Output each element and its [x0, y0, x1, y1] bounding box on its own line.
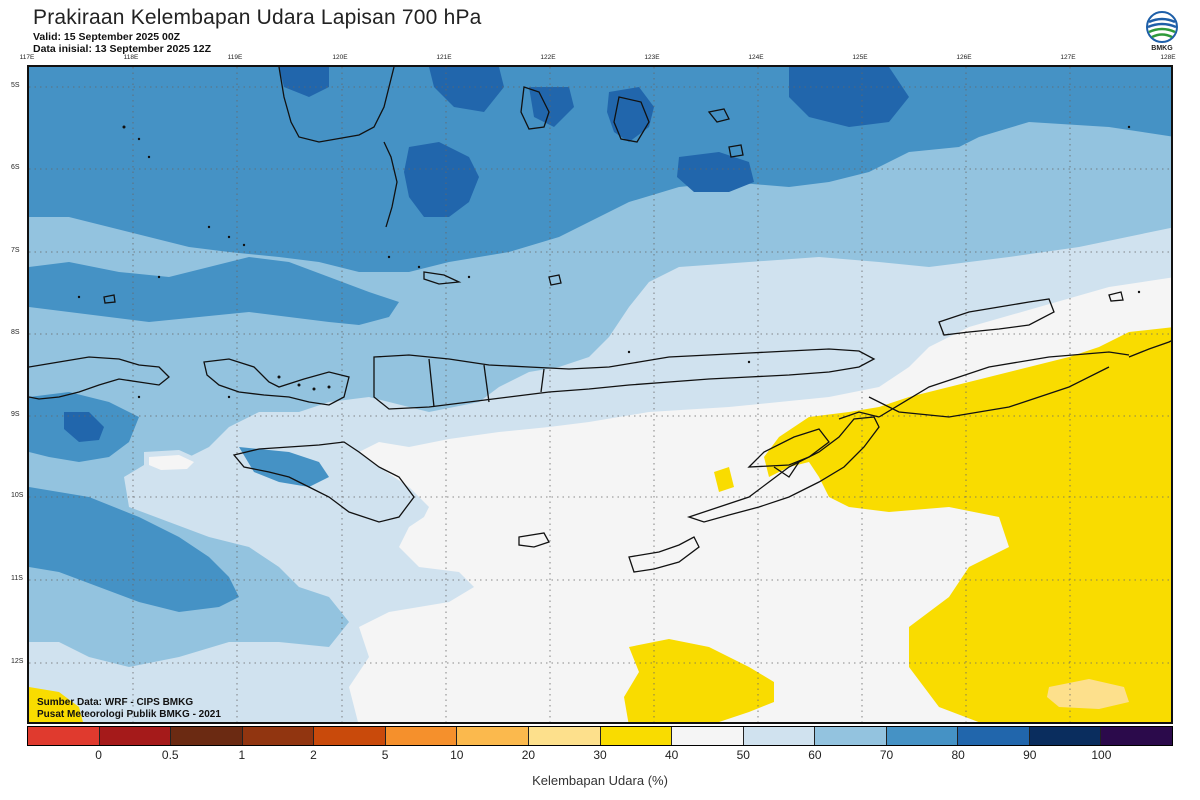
colorbar-tick-label: 0	[95, 748, 102, 762]
lon-tick: 123E	[644, 54, 660, 61]
colorbar-swatch	[600, 727, 673, 745]
humidity-zone-80-90	[677, 152, 754, 192]
colorbar-tick-label: 2	[310, 748, 317, 762]
humidity-zone-70-80	[29, 487, 239, 612]
colorbar-tick-label: 1	[238, 748, 246, 762]
source-credit: Sumber Data: WRF - CIPS BMKG	[37, 697, 194, 708]
humidity-zone-40-50	[149, 455, 194, 470]
humidity-zone-80-90	[64, 412, 104, 442]
valid-time: Valid: 15 September 2025 00Z	[33, 31, 181, 43]
humidity-zone-70-80	[239, 447, 329, 487]
colorbar-swatch	[457, 727, 529, 745]
lat-tick: 8S	[11, 329, 20, 336]
humidity-map[interactable]	[27, 65, 1173, 724]
humidity-zone-80-90	[404, 142, 479, 217]
colorbar-swatch	[385, 727, 458, 745]
colorbar-tick-label: 80	[951, 748, 965, 762]
lon-tick: 125E	[852, 54, 868, 61]
bmkg-emblem-icon	[1146, 11, 1178, 43]
lat-tick: 12S	[11, 658, 24, 665]
lat-tick: 5S	[11, 82, 20, 89]
coastlines	[29, 67, 1171, 573]
map-canvas	[29, 67, 1171, 722]
initial-time: Data inisial: 13 September 2025 12Z	[33, 43, 212, 55]
colorbar-swatch	[314, 727, 386, 745]
lon-tick: 127E	[1060, 54, 1076, 61]
colorbar-swatch	[672, 727, 744, 745]
lon-tick: 119E	[227, 54, 243, 61]
lat-tick: 7S	[11, 247, 20, 254]
islands-small	[77, 125, 1141, 399]
colorbar-swatch	[958, 727, 1030, 745]
colorbar-tick-label: 70	[879, 748, 894, 762]
humidity-zone-30-40	[29, 687, 83, 722]
colorbar-tick-label: 90	[1023, 748, 1037, 762]
graticule	[29, 67, 1171, 722]
colorbar-tick-label: 60	[808, 748, 822, 762]
humidity-zone-20-30	[1047, 679, 1129, 709]
colorbar-tick-label: 50	[736, 748, 750, 762]
lon-tick: 128E	[1160, 54, 1176, 61]
humidity-zone-30-40	[764, 327, 1171, 722]
lon-tick: 118E	[123, 54, 139, 61]
colorbar-swatch	[886, 727, 959, 745]
colorbar-tick-label: 30	[593, 748, 607, 762]
bmkg-logo: BMKG	[1144, 10, 1180, 56]
lat-tick: 10S	[11, 492, 24, 499]
humidity-zone-80-90	[429, 67, 504, 112]
colorbar-tick-label: 10	[450, 748, 464, 762]
lon-tick: 120E	[332, 54, 348, 61]
humidity-zone-80-90	[789, 67, 909, 127]
lat-tick: 9S	[11, 411, 20, 418]
colorbar-swatch	[242, 727, 315, 745]
lon-tick: 126E	[956, 54, 972, 61]
colorbar-swatch	[743, 727, 816, 745]
colorbar-swatch	[1101, 727, 1172, 745]
humidity-zone-30-40	[624, 639, 774, 722]
colorbar	[27, 726, 1173, 746]
colorbar-swatch	[99, 727, 172, 745]
humidity-zone-80-90	[279, 67, 329, 97]
colorbar-swatch	[528, 727, 601, 745]
colorbar-swatch	[28, 727, 100, 745]
chart-title: Prakiraan Kelembapan Udara Lapisan 700 h…	[33, 6, 482, 29]
colorbar-title: Kelembapan Udara (%)	[532, 773, 668, 788]
publisher-credit: Pusat Meteorologi Publik BMKG - 2021	[37, 709, 221, 720]
colorbar-tick-label: 5	[381, 748, 389, 762]
humidity-zone-80-90	[529, 87, 574, 127]
colorbar-swatch	[171, 727, 243, 745]
lon-tick: 122E	[540, 54, 556, 61]
lat-tick: 11S	[11, 575, 23, 582]
colorbar-tick-label: 100	[1091, 748, 1112, 762]
lon-tick: 117E	[19, 54, 35, 61]
colorbar-tick-label: 0.5	[161, 748, 179, 762]
colorbar-tick-label: 20	[521, 748, 536, 762]
logo-text: BMKG	[1151, 45, 1173, 52]
lon-tick: 124E	[748, 54, 764, 61]
colorbar-swatch	[815, 727, 887, 745]
humidity-zone-30-40	[714, 467, 734, 492]
lon-tick: 121E	[436, 54, 452, 61]
colorbar-tick-label: 40	[664, 748, 679, 762]
humidity-zone-70-80	[29, 257, 399, 325]
lat-tick: 6S	[11, 164, 20, 171]
colorbar-swatch	[1029, 727, 1102, 745]
